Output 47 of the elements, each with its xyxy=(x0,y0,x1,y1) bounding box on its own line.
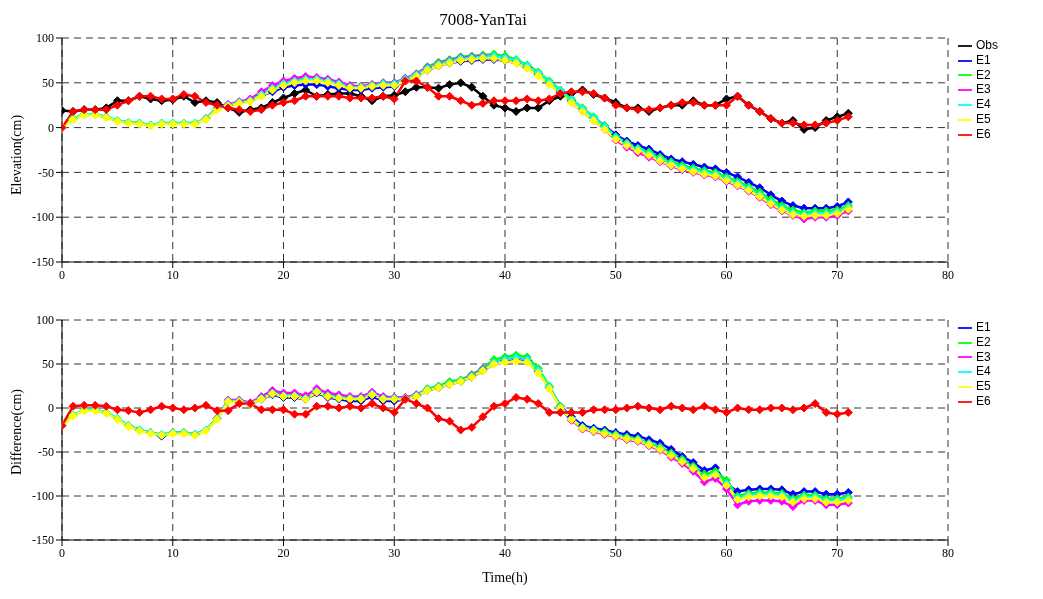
y-tick-label: 0 xyxy=(48,401,54,416)
x-tick-label: 10 xyxy=(166,545,179,560)
x-tick-label: 50 xyxy=(609,545,622,560)
x-tick-label: 0 xyxy=(59,267,65,282)
legend-label: E1 xyxy=(976,320,991,334)
x-tick-label: 80 xyxy=(942,545,954,560)
x-tick-label: 40 xyxy=(499,267,511,282)
legend-label: E1 xyxy=(976,52,991,67)
y-tick-label: -50 xyxy=(38,445,54,460)
y-tick-label: 50 xyxy=(42,76,54,91)
x-tick-label: 0 xyxy=(59,545,65,560)
y-tick-label: -150 xyxy=(32,533,54,548)
x-tick-label: 50 xyxy=(609,267,622,282)
y-tick-label: 0 xyxy=(48,120,54,135)
y-tick-label: -150 xyxy=(32,255,54,270)
x-tick-label: 20 xyxy=(277,267,290,282)
x-axis-title: Time(h) xyxy=(482,570,529,586)
x-tick-label: 70 xyxy=(831,545,844,560)
y-axis-title: Difference(cm) xyxy=(8,388,25,475)
legend-label: E6 xyxy=(976,394,991,409)
x-tick-label: 30 xyxy=(388,267,401,282)
y-axis-title: Elevation(cm) xyxy=(8,114,25,195)
chart-title: 7008-YanTai xyxy=(438,9,528,31)
y-tick-label: 100 xyxy=(36,313,54,328)
x-tick-label: 60 xyxy=(720,267,733,282)
x-tick-label: 60 xyxy=(720,545,733,560)
y-tick-label: -100 xyxy=(32,210,54,225)
x-tick-label: 20 xyxy=(277,545,290,560)
y-tick-label: -100 xyxy=(32,489,54,504)
legend-label: E5 xyxy=(976,379,991,394)
legend-label: E2 xyxy=(976,67,991,82)
x-tick-label: 70 xyxy=(831,267,844,282)
legend-label: E5 xyxy=(976,112,991,127)
x-tick-label: 10 xyxy=(166,267,179,282)
x-tick-label: 40 xyxy=(499,545,511,560)
y-tick-label: 100 xyxy=(36,31,54,46)
x-tick-label: 30 xyxy=(388,545,401,560)
y-tick-label: 50 xyxy=(42,357,54,372)
legend-label: E3 xyxy=(976,82,991,97)
legend-label: E4 xyxy=(976,364,991,379)
x-tick-label: 80 xyxy=(942,267,954,282)
legend-label: Obs xyxy=(976,38,999,52)
legend-label: E3 xyxy=(976,349,991,364)
y-tick-label: -50 xyxy=(38,165,54,180)
legend-label: E2 xyxy=(976,334,991,349)
legend-label: E4 xyxy=(976,97,991,112)
legend-label: E6 xyxy=(976,126,991,141)
